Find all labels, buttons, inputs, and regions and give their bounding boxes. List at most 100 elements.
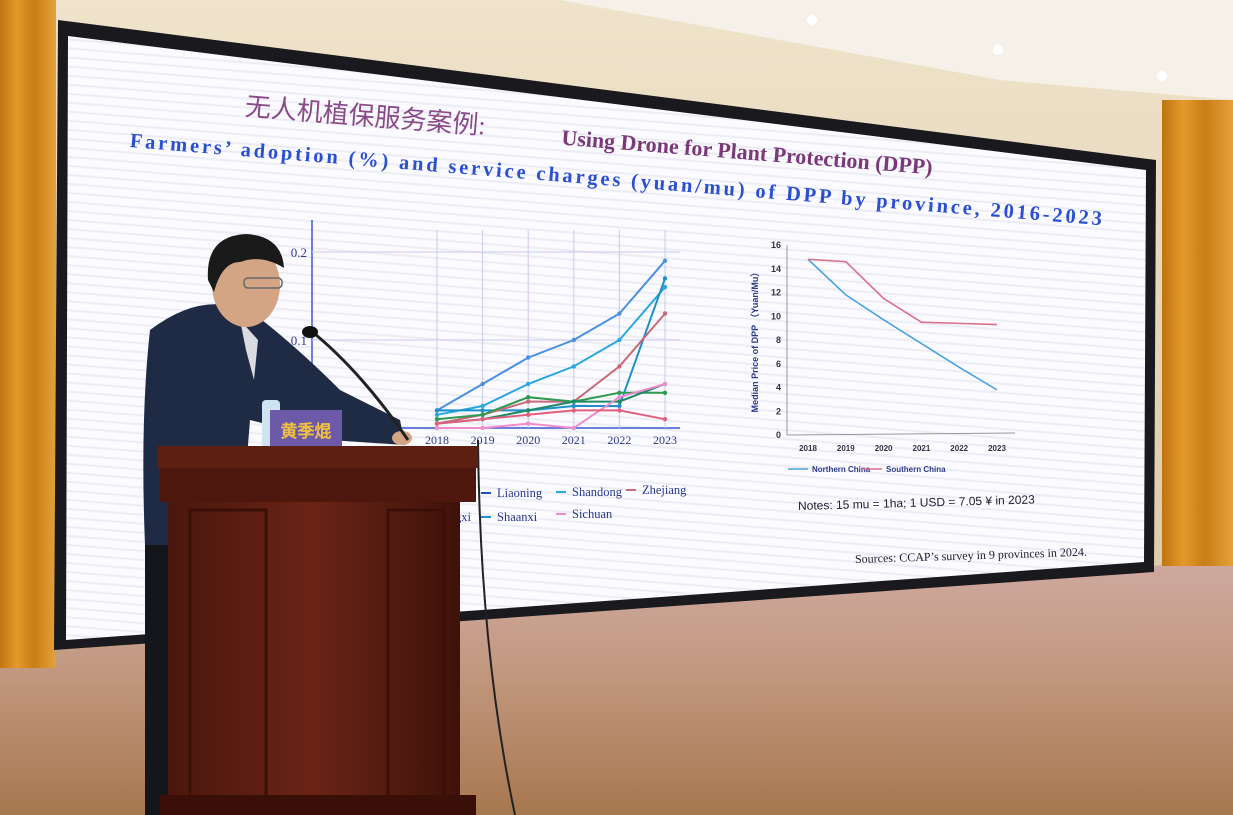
y-tick-label: 10 — [771, 311, 781, 321]
x-tick-label: 2020 — [516, 433, 540, 447]
data-point — [662, 276, 668, 281]
data-point — [526, 395, 531, 400]
data-point — [480, 412, 485, 417]
legend-label: Shaanxi — [497, 510, 538, 524]
data-point — [617, 395, 622, 400]
right-curtain — [1162, 100, 1233, 566]
data-point — [434, 412, 440, 417]
left-curtain — [0, 0, 56, 668]
price-chart: 0 2 4 6 8 10 12 14 16 2018 2019 2020 2021 2022 2023 Med… — [750, 240, 1016, 474]
y-tick-label: 16 — [771, 240, 781, 250]
data-point — [434, 417, 440, 422]
legend-label: Southern China — [886, 465, 946, 474]
podium-top — [158, 446, 478, 468]
microphone-stand — [309, 328, 410, 441]
speaker-glasses — [243, 277, 283, 289]
x-tick-label: 2018 — [425, 433, 449, 447]
series-line — [807, 258, 998, 391]
data-point — [617, 408, 622, 413]
data-point — [617, 337, 622, 343]
data-point — [571, 399, 576, 404]
x-tick-label: 2019 — [471, 433, 495, 447]
podium-ledge — [160, 468, 476, 502]
ceiling — [560, 0, 1233, 100]
y-tick-label: 6 — [776, 359, 781, 369]
speaker-hand — [392, 431, 412, 445]
x-tick-label: 2019 — [837, 444, 855, 453]
nameplate-text: 黄季焜 — [281, 421, 332, 442]
data-point — [571, 425, 576, 431]
data-point — [662, 311, 668, 316]
microphone-icon — [302, 326, 318, 338]
data-point — [662, 258, 668, 263]
data-point — [434, 421, 440, 426]
y-tick-label: 0.2 — [291, 245, 307, 260]
slide-notes: Notes: 15 mu = 1ha; 1 USD = 7.05 ¥ in 20… — [798, 492, 1035, 513]
data-point — [526, 412, 531, 417]
x-tick-label: 2021 — [562, 433, 586, 447]
series-line — [436, 391, 665, 421]
data-point — [617, 311, 622, 316]
data-point — [662, 390, 668, 395]
series-line — [437, 383, 666, 430]
series-line — [807, 258, 998, 326]
data-point — [480, 403, 485, 409]
speaker-collar — [240, 320, 258, 380]
data-point — [434, 408, 440, 413]
x-tick-label: 2018 — [799, 444, 817, 453]
ceiling-light — [1157, 71, 1167, 81]
x-axis — [786, 432, 1016, 436]
x-tick-label: 2023 — [988, 444, 1006, 453]
data-point — [617, 364, 622, 369]
y-tick-label: 8 — [776, 335, 781, 345]
legend-label: Shandong — [572, 485, 623, 499]
data-point — [526, 381, 531, 387]
data-point — [571, 364, 576, 369]
adoption-chart: 2018201920202021202220230.10.2beiLiaonin… — [291, 220, 687, 524]
data-point — [662, 285, 668, 290]
data-point — [571, 337, 576, 343]
series-line — [437, 278, 666, 412]
data-point — [662, 417, 668, 422]
data-point — [662, 381, 668, 387]
x-tick-label: 2023 — [653, 433, 677, 447]
speaker-hair — [207, 234, 284, 292]
x-tick-label: 2022 — [950, 444, 968, 453]
y-tick-label: 12 — [771, 288, 781, 298]
data-point — [480, 417, 485, 422]
y-tick-label: 2 — [776, 406, 781, 416]
ceiling-light — [807, 15, 817, 25]
legend-label: Zhejiang — [642, 483, 687, 497]
x-tick-label: 2021 — [913, 444, 931, 453]
x-tick-label: 2020 — [875, 444, 893, 453]
data-point — [480, 425, 485, 431]
legend-label: Northern China — [812, 465, 871, 474]
x-tick-label: 2022 — [607, 433, 631, 447]
data-point — [617, 403, 622, 409]
data-point — [526, 421, 531, 426]
series-line — [436, 286, 666, 416]
data-point — [480, 381, 485, 387]
data-point — [617, 399, 622, 404]
data-point — [526, 355, 531, 360]
podium-base — [160, 795, 476, 815]
y-tick-label: 0 — [776, 430, 781, 440]
microphone-cable — [477, 439, 516, 815]
series-line — [436, 409, 666, 425]
data-point — [571, 408, 576, 413]
podium — [158, 446, 478, 815]
legend-label: Sichuan — [572, 507, 613, 521]
y-tick-label: 14 — [771, 264, 781, 274]
legend-label: Liaoning — [497, 486, 543, 500]
ceiling-light — [993, 45, 1003, 55]
podium-body — [168, 502, 460, 802]
y-axis-label: Median Price of DPP （Yuan/Mu） — [750, 268, 760, 413]
series-line — [436, 260, 666, 412]
data-point — [434, 425, 440, 431]
data-point — [571, 403, 576, 409]
data-point — [480, 408, 485, 413]
y-tick-label: 0.1 — [291, 333, 307, 348]
y-tick-label: 4 — [776, 383, 781, 393]
